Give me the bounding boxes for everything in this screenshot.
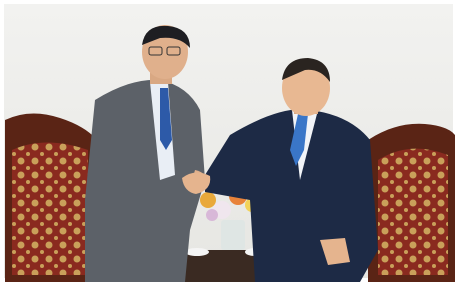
flower (200, 192, 216, 208)
cup (185, 248, 209, 256)
right-chair (368, 124, 455, 282)
vase (221, 220, 245, 250)
photo (0, 0, 457, 282)
flower (206, 209, 218, 221)
chair-upholstery (378, 149, 448, 275)
chair-upholstery (12, 143, 88, 276)
page: (() => { const data = JSON.parse(documen… (0, 0, 457, 282)
left-chair (5, 113, 97, 282)
